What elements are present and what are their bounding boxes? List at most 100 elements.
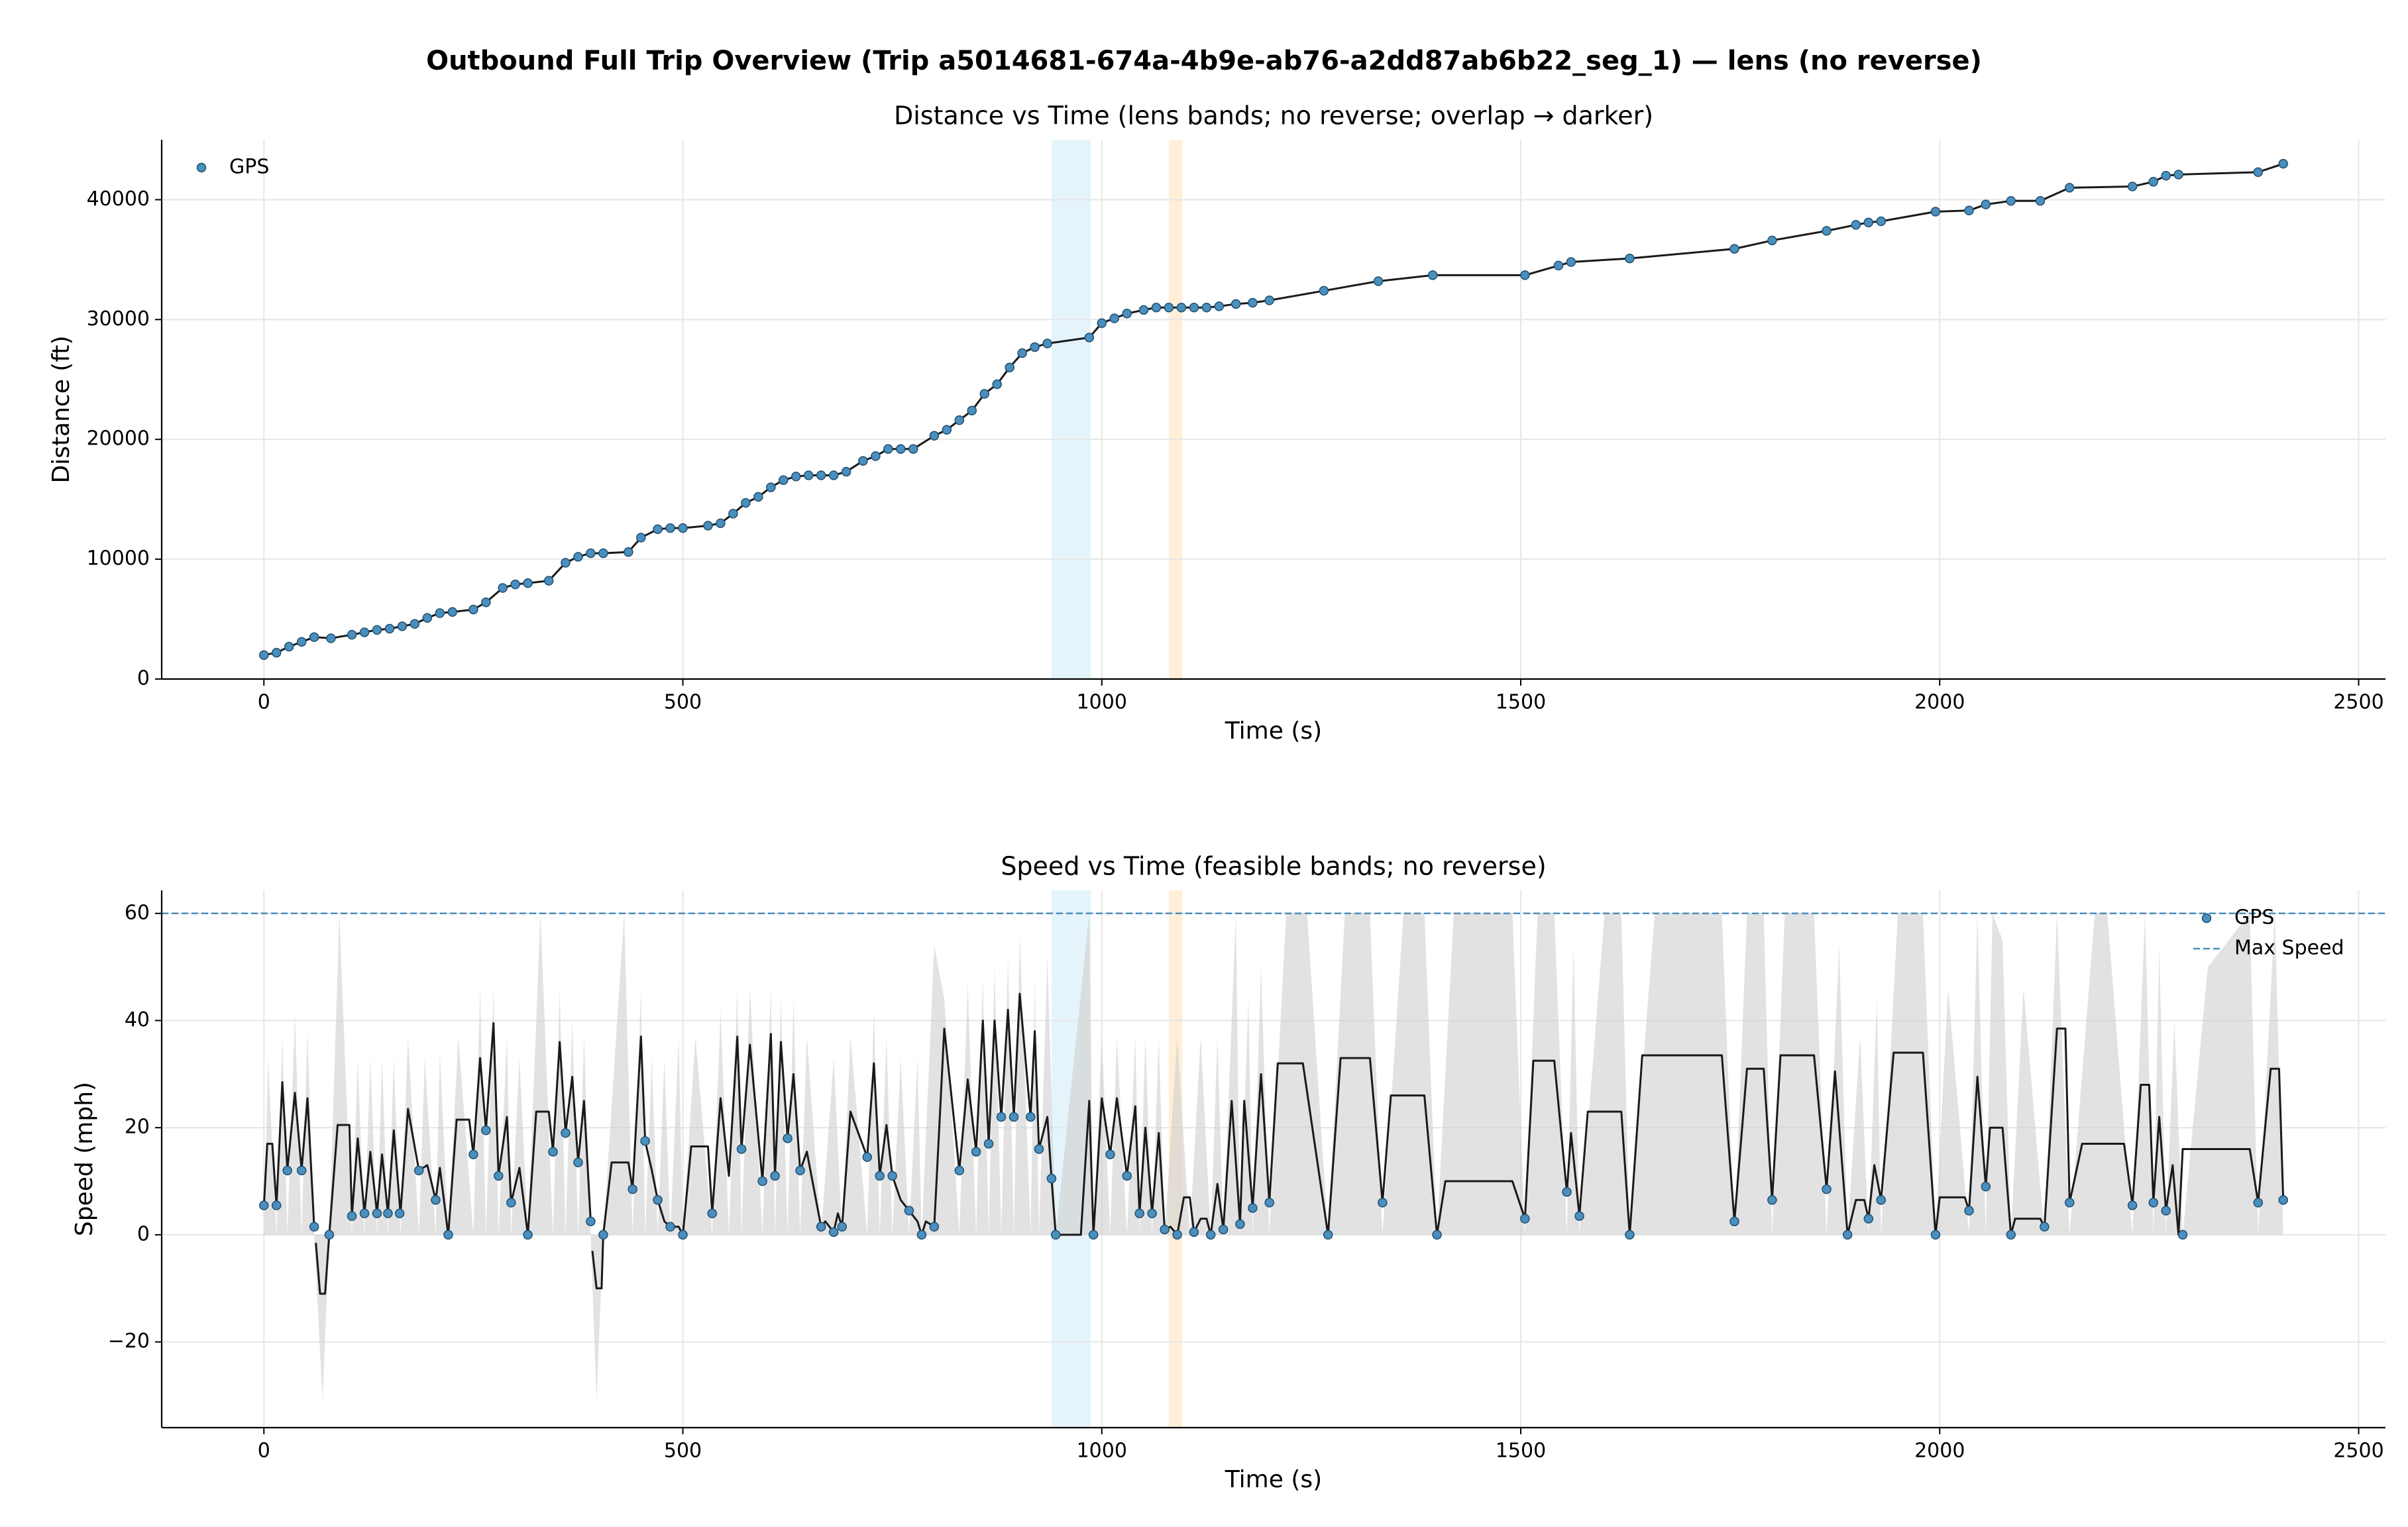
gps-point [828, 1227, 839, 1237]
y-tick-label: 40000 [87, 187, 150, 211]
gps-point [1625, 1230, 1635, 1240]
gps-point [795, 1165, 805, 1176]
x-tick-label: 1500 [1496, 1440, 1546, 1463]
gps-point [908, 444, 918, 454]
gps-point [1050, 1230, 1061, 1240]
gps-point [510, 579, 520, 590]
gps-point [1172, 1230, 1182, 1240]
gps-point [1026, 1112, 1036, 1122]
gps-point [1520, 1214, 1530, 1224]
gps-point [506, 1198, 516, 1208]
gps-point [954, 1165, 965, 1176]
gps-point [858, 456, 868, 466]
legend-label: GPS [229, 156, 269, 179]
gps-point [1264, 1198, 1274, 1208]
gps-point [887, 1171, 897, 1181]
y-tick-label: 40 [125, 1008, 150, 1031]
x-tick-label: 1000 [1077, 1440, 1127, 1463]
gps-point [766, 482, 776, 492]
gps-point [2253, 167, 2264, 178]
gps-point [883, 444, 893, 454]
gps-point [326, 633, 336, 643]
gps-point [422, 613, 433, 623]
gps-point [384, 623, 395, 634]
gps-point [665, 523, 675, 533]
gps-point [2006, 1230, 2016, 1240]
x-tick-label: 500 [664, 691, 702, 714]
gps-point [753, 492, 763, 502]
gps-point [1147, 1208, 1157, 1218]
gps-point [1851, 220, 1861, 230]
gps-point [1034, 1144, 1044, 1154]
gps-point [992, 379, 1002, 390]
gps-point [296, 1165, 307, 1176]
gps-point [573, 1157, 583, 1168]
y-tick-label: −20 [108, 1330, 150, 1353]
gps-point [1134, 1208, 1144, 1218]
feasible-band [264, 913, 2283, 1401]
gps-point [2148, 177, 2158, 187]
gps-point [716, 518, 726, 529]
gps-point [1863, 217, 1874, 228]
legend-label: Max Speed [2234, 937, 2344, 960]
gps-point [523, 1230, 533, 1240]
x-tick-label: 0 [258, 691, 270, 714]
gps-point [828, 470, 839, 480]
gps-point [282, 1165, 292, 1176]
gps-point [1574, 1211, 1584, 1221]
gps-point [1981, 1181, 1991, 1192]
x-tick-label: 2000 [1914, 691, 1965, 714]
gps-point [1863, 1214, 1874, 1224]
legend-marker [2201, 913, 2212, 923]
gps-point [1122, 1171, 1132, 1181]
gps-point [837, 1222, 848, 1232]
gps-point [996, 1112, 1007, 1122]
gps-point [598, 1230, 608, 1240]
gps-point [1005, 362, 1014, 372]
y-tick-label: 60 [125, 901, 150, 924]
gps-point [2065, 1198, 2075, 1208]
gps-point [1214, 301, 1225, 311]
figure-title: Outbound Full Trip Overview (Trip a50146… [426, 46, 1982, 76]
gps-point [1109, 313, 1119, 323]
gps-point [359, 627, 370, 637]
x-tick-label: 1000 [1077, 691, 1127, 714]
gps-point [1842, 1230, 1853, 1240]
gps-point [728, 509, 738, 519]
gps-point [1566, 257, 1576, 267]
gps-point [1729, 244, 1739, 254]
gps-point [443, 1230, 453, 1240]
y-tick-label: 10000 [87, 547, 150, 570]
x-tick-label: 0 [258, 1440, 270, 1463]
y-tick-label: 20000 [87, 427, 150, 450]
gps-point [640, 1136, 650, 1146]
gps-point [1231, 299, 1241, 309]
gps-point [1205, 1230, 1216, 1240]
gps-point [543, 576, 554, 586]
gps-point [841, 466, 851, 477]
gps-point [678, 523, 688, 533]
data-line [263, 162, 2284, 657]
gps-point [394, 1208, 405, 1218]
gps-point [628, 1184, 637, 1194]
highlight-span [1051, 140, 1091, 679]
y-tick-label: 0 [137, 1222, 150, 1245]
gps-point [1964, 1206, 1974, 1216]
gps-point [1876, 216, 1887, 227]
highlight-span [1168, 140, 1183, 679]
gps-point [1176, 302, 1187, 313]
gps-point [1562, 1186, 1572, 1197]
gps-point [598, 548, 608, 558]
gps-point [896, 444, 906, 454]
x-tick-label: 500 [664, 1440, 702, 1463]
gps-point [2173, 170, 2183, 180]
gps-point [410, 619, 420, 629]
gps-point [372, 625, 382, 635]
gps-point [1432, 1230, 1442, 1240]
gps-point [791, 472, 801, 482]
gps-point [707, 1208, 718, 1218]
gps-point [1189, 1227, 1199, 1237]
axes-title: Distance vs Time (lens bands; no reverse… [894, 101, 1653, 131]
gps-point [1088, 1230, 1099, 1240]
